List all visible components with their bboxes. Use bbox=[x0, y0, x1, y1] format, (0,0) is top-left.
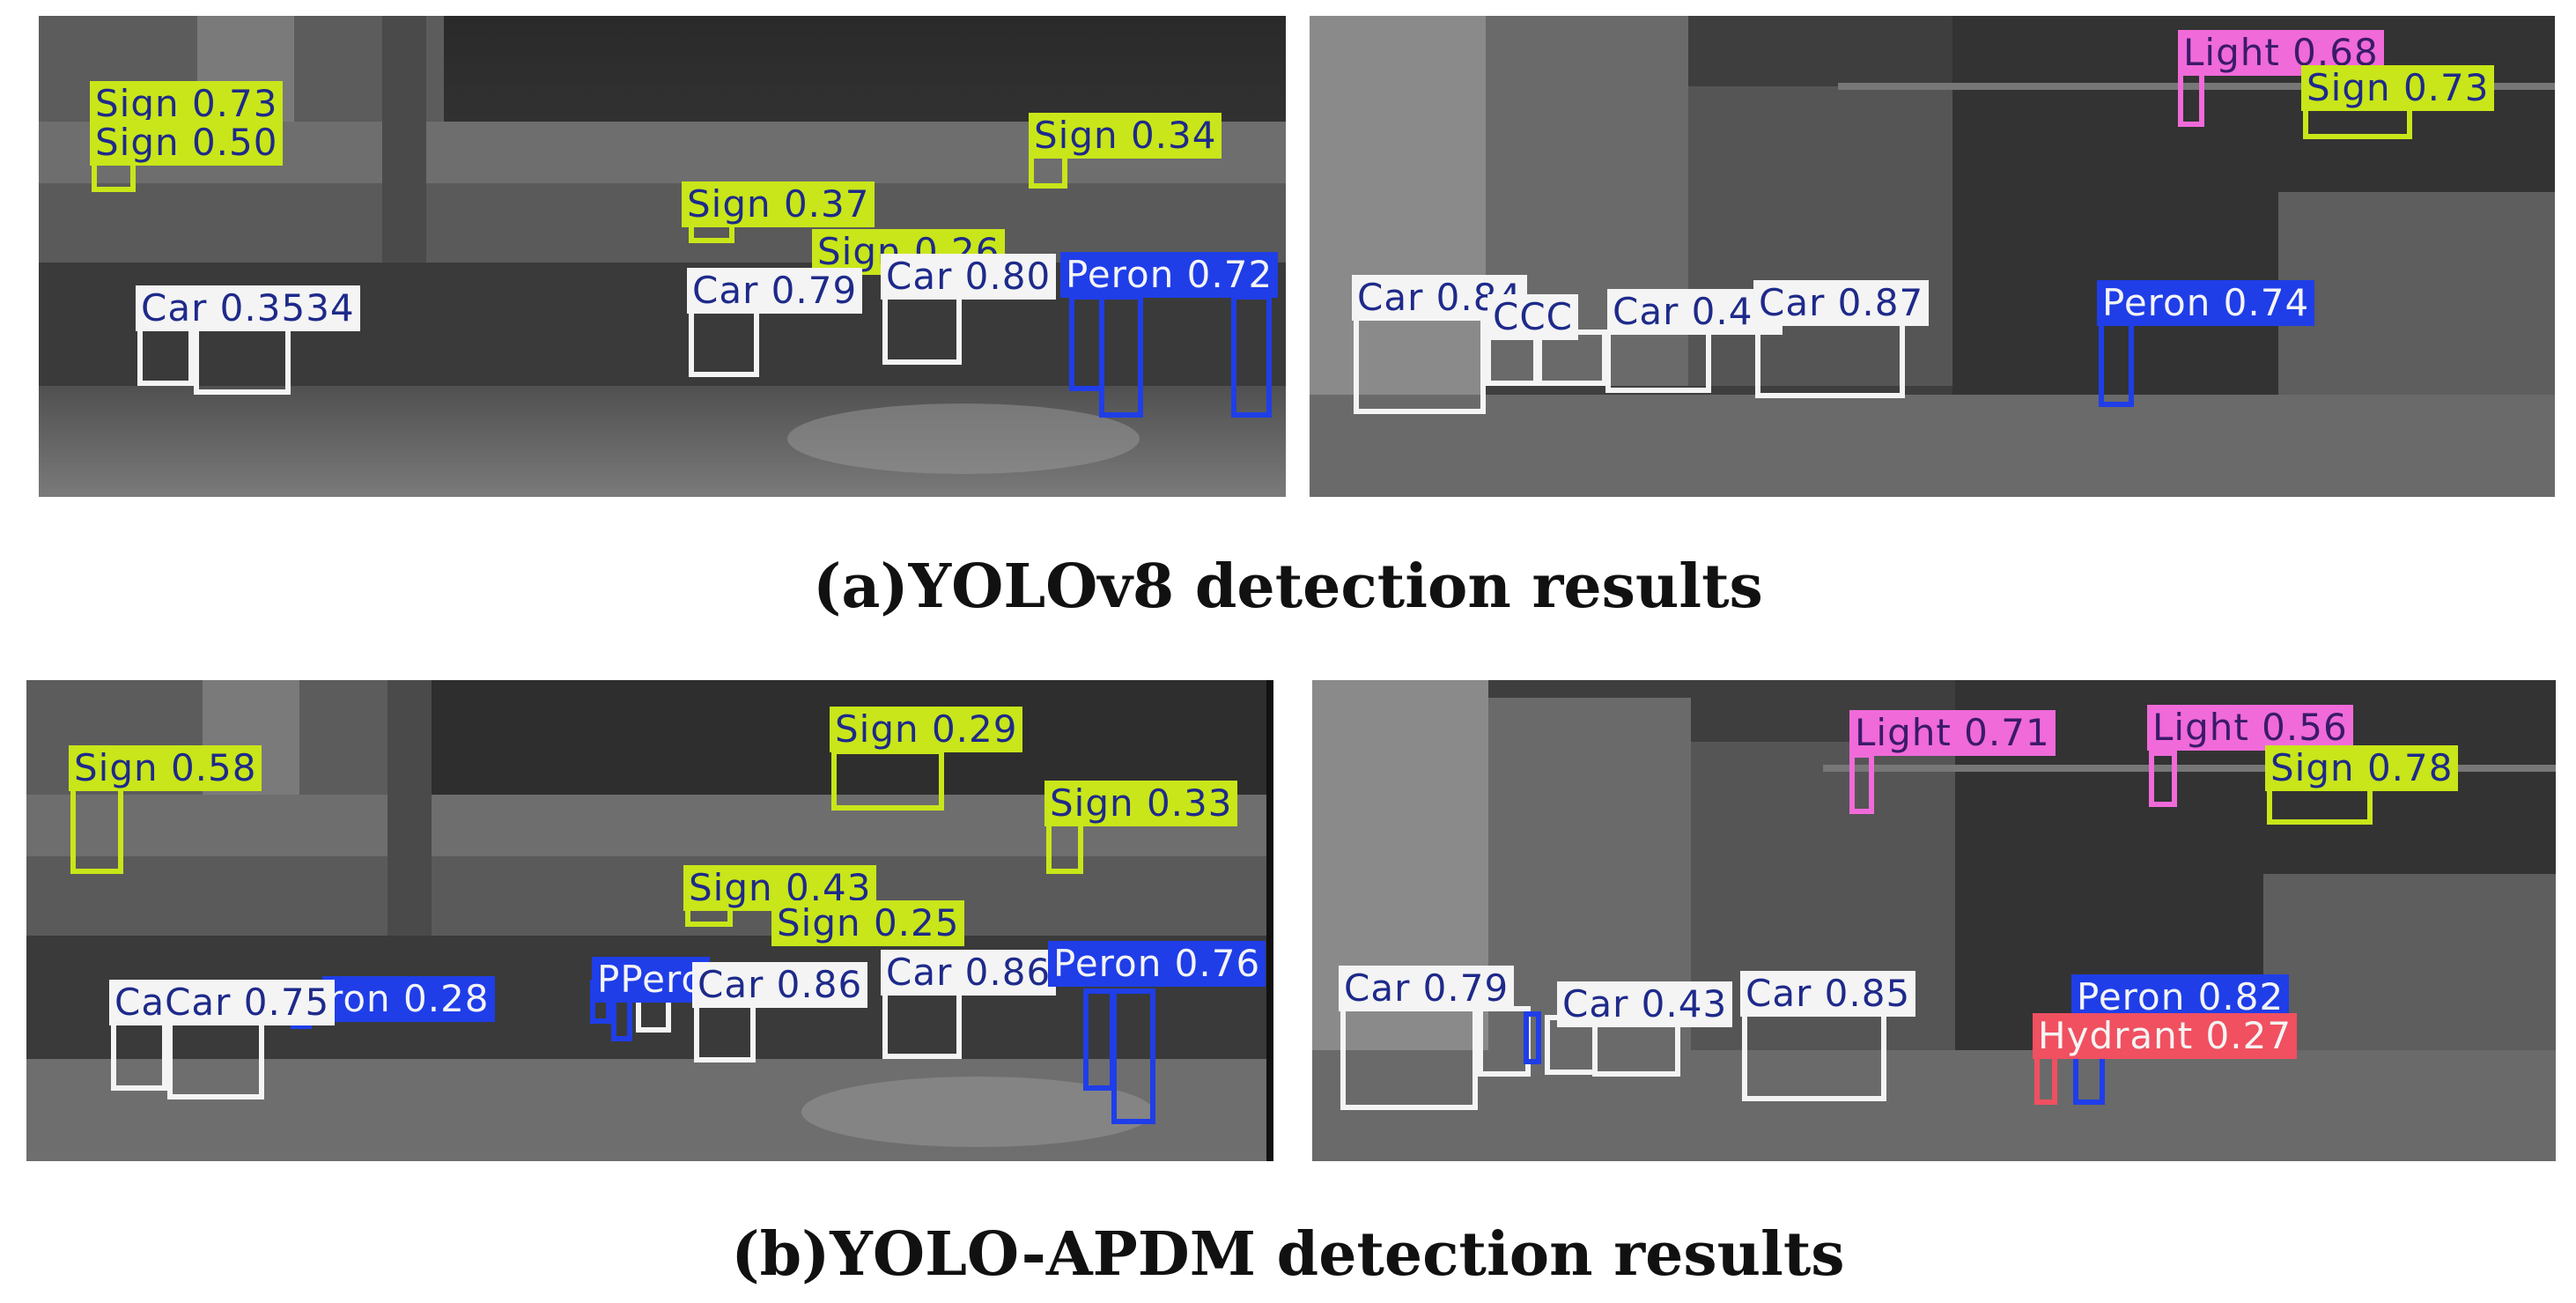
panel-a-right: Light 0.68 Sign 0.73 Car 0.84 CCC Car 0.… bbox=[1310, 16, 2555, 497]
person-box bbox=[1111, 988, 1155, 1124]
car-box bbox=[1755, 319, 1905, 398]
car-box bbox=[137, 324, 194, 386]
light-box bbox=[1849, 752, 1874, 814]
car-box bbox=[1605, 329, 1711, 393]
car-label: Car 0.85 bbox=[1740, 971, 1916, 1017]
car-box bbox=[882, 988, 962, 1059]
person-label: Peron 0.76 bbox=[1048, 941, 1266, 987]
car-label: CCC bbox=[1487, 294, 1578, 340]
car-label: Car 0.86 bbox=[692, 962, 868, 1008]
person-label: ron 0.28 bbox=[322, 976, 495, 1022]
person-box bbox=[1524, 1011, 1541, 1064]
car-label: Car 0.79 bbox=[687, 268, 863, 314]
sign-label: Sign 0.29 bbox=[830, 707, 1023, 752]
sign-box bbox=[70, 786, 123, 874]
sign-label: Sign 0.78 bbox=[2265, 745, 2459, 791]
person-label: Peron 0.72 bbox=[1060, 252, 1279, 298]
car-label: Car 0.87 bbox=[1753, 280, 1930, 326]
car-box bbox=[1742, 1011, 1886, 1101]
car-box bbox=[1340, 1006, 1478, 1110]
car-box bbox=[694, 1001, 756, 1062]
car-box bbox=[111, 1015, 167, 1091]
caption-a: (a)YOLOv8 detection results bbox=[813, 552, 1763, 622]
sign-label: Sign 0.73 bbox=[2301, 65, 2495, 111]
person-box bbox=[611, 997, 632, 1041]
car-box bbox=[689, 307, 759, 377]
sign-label: Sign 0.33 bbox=[1044, 781, 1238, 826]
person-box bbox=[1231, 294, 1272, 418]
person-box bbox=[2099, 319, 2134, 407]
panel-b-left: Sign 0.58 Sign 0.29 Sign 0.33 Sign 0.43 … bbox=[26, 680, 1273, 1161]
sign-box bbox=[2267, 786, 2373, 825]
panel-a-left: Sign 0.73 Sign 0.50 Sign 0.34 Sign 0.37 … bbox=[39, 16, 1286, 497]
person-label: Peron 0.74 bbox=[2097, 280, 2315, 326]
sign-label: Sign 0.37 bbox=[682, 181, 875, 227]
car-label: Car 0.79 bbox=[1339, 966, 1515, 1011]
caption-b: (b)YOLO-APDM detection results bbox=[731, 1219, 1845, 1290]
car-box bbox=[194, 324, 291, 395]
light-box bbox=[2149, 751, 2177, 807]
sign-label: Sign 0.34 bbox=[1029, 113, 1222, 159]
person-label: PPero bbox=[592, 957, 711, 1003]
car-box bbox=[1478, 1006, 1531, 1077]
car-box bbox=[167, 1015, 264, 1099]
car-label: Car 0.80 bbox=[881, 254, 1057, 300]
car-label: Car 0.43 bbox=[1557, 981, 1733, 1027]
sign-label: Sign 0.73 bbox=[90, 81, 284, 127]
sign-label: Sign 0.50 bbox=[90, 120, 284, 166]
car-label: CaCar 0.75 bbox=[109, 980, 336, 1025]
light-label: Light 0.71 bbox=[1849, 710, 2056, 756]
car-label: Car 0.3534 bbox=[136, 285, 360, 331]
sign-label: Sign 0.58 bbox=[69, 745, 262, 791]
car-box bbox=[1354, 315, 1486, 414]
hydrant-label: Hydrant 0.27 bbox=[2033, 1013, 2298, 1059]
car-box bbox=[882, 294, 962, 365]
car-label: Car 0.86 bbox=[881, 950, 1057, 996]
sign-label: Sign 0.25 bbox=[771, 900, 965, 946]
car-box bbox=[636, 997, 671, 1033]
light-label: Light 0.68 bbox=[2178, 30, 2384, 76]
light-box bbox=[2178, 69, 2204, 127]
sign-box bbox=[831, 749, 944, 811]
sign-box bbox=[1046, 821, 1083, 874]
person-box bbox=[1083, 988, 1115, 1091]
light-label: Light 0.56 bbox=[2147, 705, 2353, 751]
person-label: Peron 0.82 bbox=[2071, 974, 2290, 1020]
panel-b-right: Light 0.71 Light 0.56 Sign 0.78 Car 0.79… bbox=[1312, 680, 2556, 1161]
thermal-scene-b-left bbox=[26, 680, 1273, 1161]
person-box bbox=[1099, 294, 1143, 418]
